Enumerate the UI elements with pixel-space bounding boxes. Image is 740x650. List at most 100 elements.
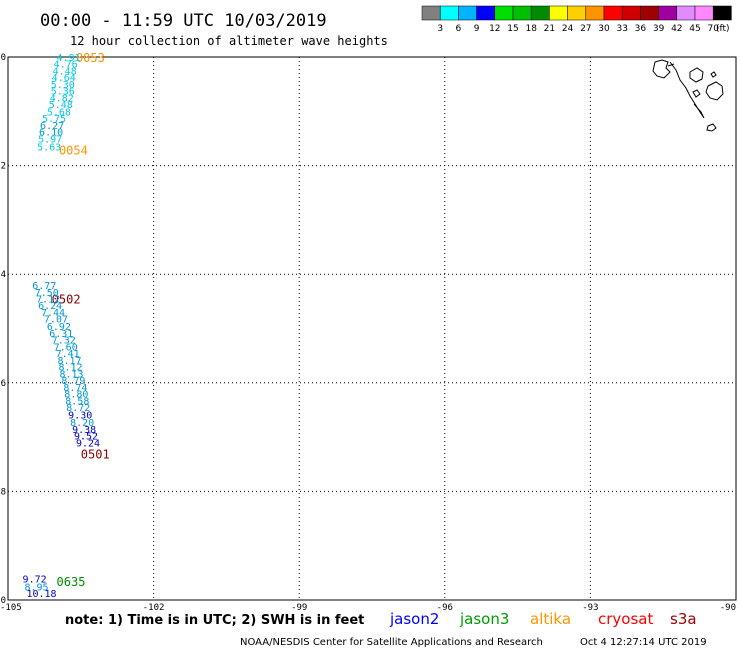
wave-height-legend: 3 6 9 12 15 18 21 24 27 30 33 36 39 42 45 70 xyxy=(421,5,732,34)
legend-swatch xyxy=(476,5,496,21)
longitude-tick-label: -93 xyxy=(582,603,598,613)
wave-height-value: 8.20 xyxy=(70,418,94,429)
legend-swatch xyxy=(712,5,732,21)
wave-height-value: 5.36 xyxy=(51,87,75,98)
longitude-tick-label: -96 xyxy=(437,603,453,613)
wave-height-value: 7.50 xyxy=(35,288,59,299)
longitude-ticks: -105 -102 -99 -96 -93 -90 xyxy=(0,603,736,613)
map-title: 00:00 - 11:59 UTC 10/03/2019 xyxy=(40,11,327,31)
wave-height-value: 9.72 xyxy=(23,574,47,585)
legend-label: 27 xyxy=(580,24,591,34)
pass-time-label: 0635 xyxy=(57,575,86,589)
generated-timestamp: Oct 4 12:27:14 UTC 2019 xyxy=(580,637,707,648)
legend-swatch xyxy=(421,5,441,21)
legend-swatch xyxy=(549,5,568,21)
legend-label: 30 xyxy=(598,24,610,34)
wave-height-value: 4.82 xyxy=(50,94,74,105)
legend-swatch xyxy=(458,5,477,21)
legend-label: 42 xyxy=(671,24,682,34)
wave-height-value: 10.18 xyxy=(26,589,56,600)
map-grid xyxy=(7,56,737,601)
legend-swatch xyxy=(530,5,550,21)
legend-swatch xyxy=(694,5,714,21)
wave-height-value: 7.41 xyxy=(56,349,80,360)
footer-note: note: 1) Time is in UTC; 2) SWH is in fe… xyxy=(65,613,364,628)
map-subtitle: 12 hour collection of altimeter wave hei… xyxy=(70,34,388,48)
wave-height-value: 7.44 xyxy=(41,308,65,319)
wave-height-value: 8.13 xyxy=(59,370,83,381)
legend-swatch xyxy=(658,5,678,21)
pass-time-label: 0501 xyxy=(81,447,110,461)
legend-swatch xyxy=(567,5,587,21)
wave-height-value: 4.91 xyxy=(57,53,81,64)
legend-label: 39 xyxy=(653,24,665,34)
legend-swatch xyxy=(439,5,459,21)
legend-label: 12 xyxy=(489,24,500,34)
wave-height-value: 8.17 xyxy=(58,356,82,367)
map-frame xyxy=(7,56,737,601)
legend-label: 24 xyxy=(562,24,574,34)
longitude-tick-label: -105 xyxy=(0,603,22,613)
legend-label: 36 xyxy=(635,24,647,34)
satellite-name-cryosat: cryosat xyxy=(598,610,653,628)
wave-height-value: 9.52 xyxy=(74,431,98,442)
wave-height-value: 8.79 xyxy=(61,376,85,387)
pass-time-labels: 0053 0054 0502 0501 0635 xyxy=(52,51,110,589)
latitude-tick-label: -10 xyxy=(0,596,6,606)
legend-swatch xyxy=(640,5,659,21)
satellite-name-altika: altika xyxy=(530,610,571,628)
wave-height-value: 6.92 xyxy=(47,322,71,333)
legend-swatch xyxy=(603,5,623,21)
legend-label: 21 xyxy=(544,24,555,34)
latitude-tick-label: 0 xyxy=(1,53,6,63)
latitude-tick-label: -8 xyxy=(0,487,6,497)
legend-swatch xyxy=(512,5,532,21)
wave-height-value: 9.24 xyxy=(76,439,100,450)
pass-time-label: 0502 xyxy=(52,293,81,307)
wave-height-value: 6.31 xyxy=(49,329,73,340)
legend-label: 6 xyxy=(456,24,462,34)
satellite-name-jason3: jason3 xyxy=(459,610,509,628)
wave-height-value: 7.32 xyxy=(52,335,76,346)
legend-swatch xyxy=(621,5,641,21)
legend-label: 45 xyxy=(689,24,700,34)
longitude-tick-label: -90 xyxy=(720,603,736,613)
credit-line: NOAA/NESDIS Center for Satellite Applica… xyxy=(240,637,543,648)
wave-height-value: 4.48 xyxy=(53,67,77,78)
satellite-key: jason2 jason3 altika cryosat s3a xyxy=(389,610,697,628)
legend-label: 9 xyxy=(474,24,480,34)
wave-height-value: 5.63 xyxy=(37,143,61,154)
latitude-ticks: 0 -2 -4 -6 -8 -10 xyxy=(0,53,6,606)
longitude-tick-label: -99 xyxy=(291,603,307,613)
legend-label: 33 xyxy=(616,24,627,34)
legend-swatch xyxy=(494,5,514,21)
wave-height-value: 6.77 xyxy=(32,281,56,292)
satellite-name-s3a: s3a xyxy=(670,610,697,628)
wave-height-value: 5.68 xyxy=(47,107,71,118)
wave-height-value: 8.12 xyxy=(58,363,82,374)
wave-height-value: 8.72 xyxy=(66,403,90,414)
legend-label: 3 xyxy=(437,24,443,34)
wave-height-value: 6.27 xyxy=(40,121,64,132)
latitude-tick-label: -4 xyxy=(0,270,6,280)
latitude-tick-label: -6 xyxy=(0,379,6,389)
galapagos-islands xyxy=(652,59,724,132)
legend-label: 18 xyxy=(525,24,537,34)
wave-height-value: 9.30 xyxy=(68,410,92,421)
longitude-tick-label: -102 xyxy=(143,603,165,613)
wave-height-value: 5.48 xyxy=(49,100,73,111)
legend-swatch xyxy=(676,5,696,21)
wave-height-value: 8.58 xyxy=(65,397,89,408)
wave-height-value: 8.74 xyxy=(63,383,87,394)
wave-height-value: 8.80 xyxy=(64,390,88,401)
legend-swatch xyxy=(585,5,605,21)
legend-unit: (ft) xyxy=(716,24,730,34)
pass-time-label: 0053 xyxy=(76,51,105,65)
wave-height-value: 4.64 xyxy=(52,73,76,84)
wave-height-value: 7.60 xyxy=(54,342,78,353)
wave-height-value: 6.24 xyxy=(38,301,62,312)
wave-height-values: 4.914.764.484.645.305.364.825.485.685.75… xyxy=(23,53,100,600)
wave-height-value: 7.12 xyxy=(36,295,60,306)
satellite-name-jason2: jason2 xyxy=(389,610,439,628)
